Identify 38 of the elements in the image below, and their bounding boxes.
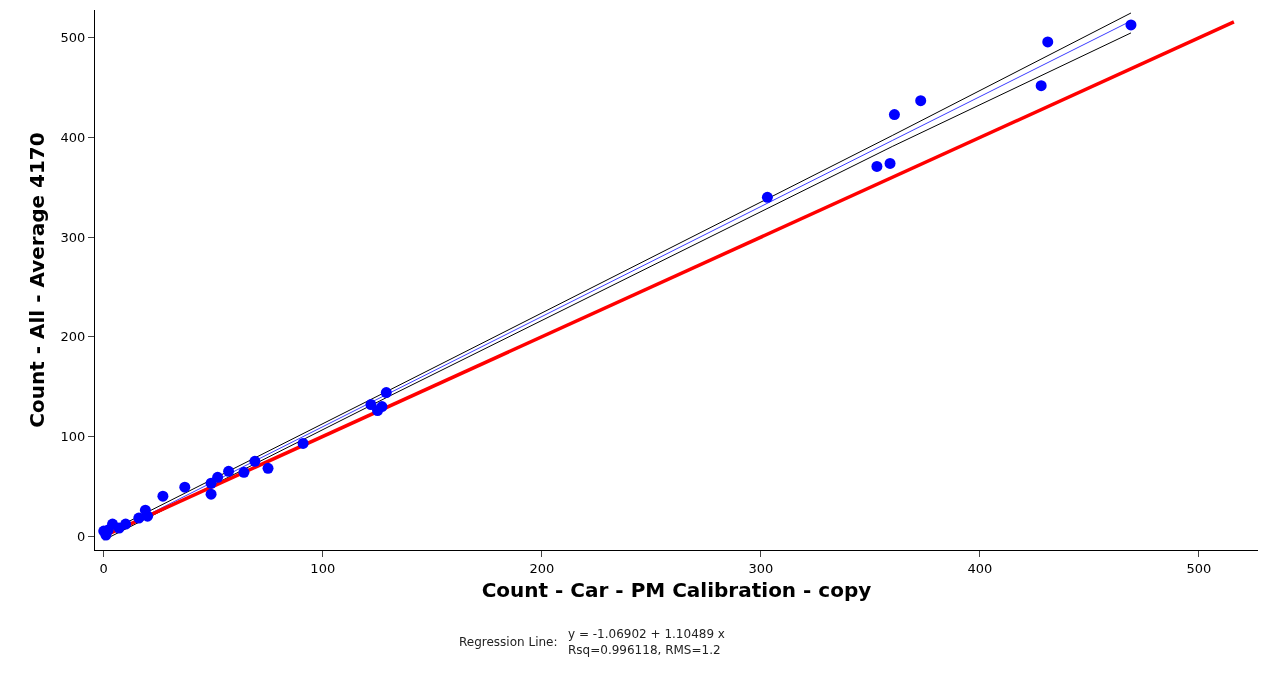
y-tick-label: 200 — [60, 329, 86, 345]
point — [1042, 36, 1054, 48]
point — [179, 481, 191, 493]
y-tick-label: 500 — [60, 30, 86, 46]
point — [205, 477, 217, 489]
point — [761, 191, 773, 203]
point — [380, 387, 392, 399]
y-tick-label: 100 — [60, 428, 86, 444]
point — [372, 405, 384, 417]
point — [249, 455, 261, 467]
x-tick-label: 200 — [529, 560, 555, 576]
point — [1035, 80, 1047, 92]
point — [205, 488, 217, 500]
point — [884, 157, 896, 169]
point — [262, 462, 274, 474]
text: y = -1.06902 + 1.10489 x — [568, 627, 725, 641]
x-tick-label: 100 — [310, 560, 336, 576]
x-tick-label: 0 — [99, 560, 108, 576]
point — [1125, 19, 1137, 31]
point — [297, 437, 309, 449]
y-axis-title: Count - All - Average 4170 — [25, 132, 50, 428]
x-tick-label: 300 — [748, 560, 774, 576]
point — [133, 512, 145, 524]
point — [915, 95, 927, 107]
point — [871, 160, 883, 172]
point — [113, 522, 125, 534]
x-axis-title: Count - Car - PM Calibration - copy — [481, 578, 872, 603]
x-tick-label: 500 — [1186, 560, 1212, 576]
x-tick-label: 400 — [967, 560, 993, 576]
text: Rsq=0.996118, RMS=1.2 — [568, 642, 721, 657]
y-tick-label: 400 — [60, 130, 86, 146]
point — [888, 109, 900, 121]
y-tick-label: 0 — [77, 528, 86, 544]
text: Regression Line: — [459, 635, 558, 649]
point — [238, 466, 250, 478]
point — [157, 490, 169, 502]
y-tick-label: 300 — [60, 229, 86, 245]
point — [223, 465, 235, 477]
